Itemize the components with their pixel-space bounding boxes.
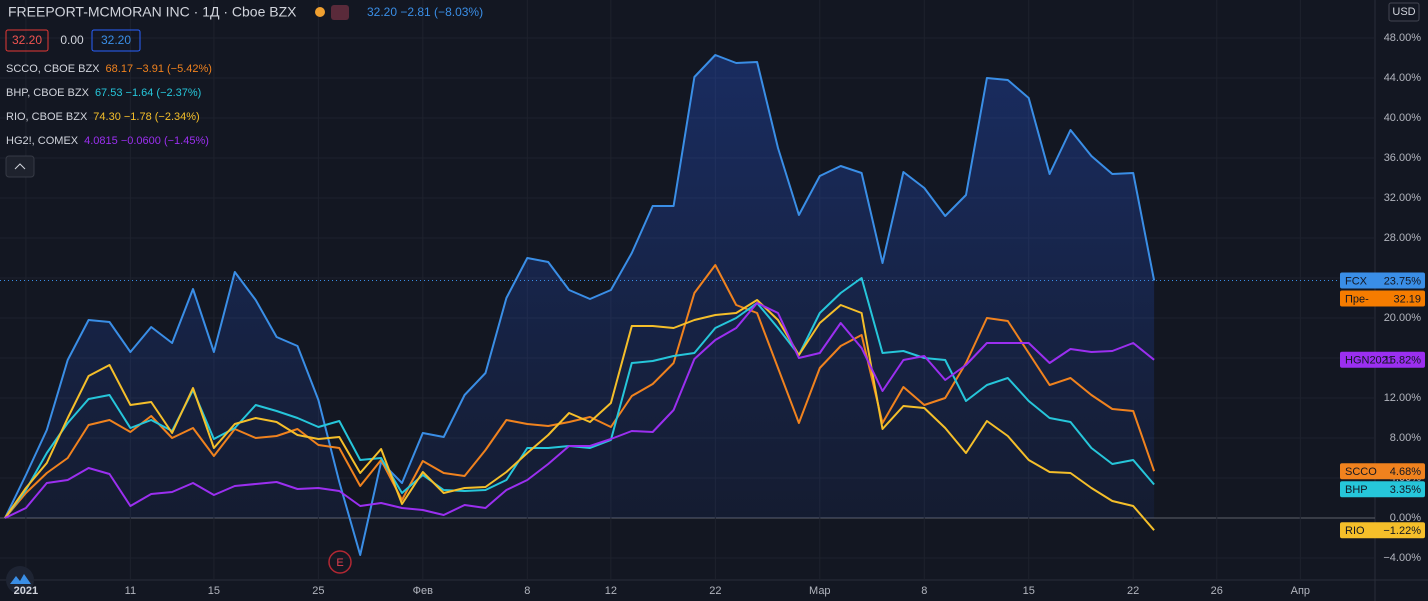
x-tick-label: 15: [208, 585, 220, 597]
y-tick-label: 40.00%: [1384, 112, 1422, 124]
collapse-button[interactable]: [5, 155, 35, 178]
box-text: 32.20: [12, 33, 42, 47]
chevron: [14, 163, 26, 170]
price-tag: [1340, 463, 1425, 480]
x-tick-label: 22: [1127, 585, 1139, 597]
tag-name: SCCO: [1345, 466, 1377, 478]
icon: [315, 7, 325, 17]
x-tick-label: 2021: [14, 585, 38, 597]
box-text: 0.00: [60, 33, 84, 47]
tag-value: −1.22%: [1383, 525, 1421, 537]
x-tick-label: 22: [709, 585, 721, 597]
y-tick-label: 8.00%: [1390, 432, 1421, 444]
price-tag: [1340, 290, 1425, 307]
price-tag: [1340, 272, 1425, 289]
tag-name: BHP: [1345, 484, 1368, 496]
legend-quote: 68.17 −3.91 (−5.42%): [106, 63, 212, 75]
series-line: [4, 299, 1155, 531]
y-tick-label: 36.00%: [1384, 152, 1422, 164]
legend-quote: 74.30 −1.78 (−2.34%): [93, 111, 199, 123]
price-tag: [1340, 481, 1425, 498]
currency: USD: [1392, 6, 1415, 18]
y-tick-label: −4.00%: [1383, 552, 1421, 564]
icon: [331, 5, 349, 20]
y-tick-label: 44.00%: [1384, 72, 1422, 84]
x-tick-label: Апр: [1291, 585, 1310, 597]
x-tick-label: 15: [1023, 585, 1035, 597]
x-tick-label: Фев: [413, 585, 433, 597]
y-tick-label: 20.00%: [1384, 312, 1422, 324]
x-tick-label: Мар: [809, 585, 831, 597]
tag-value: 32.19: [1393, 293, 1421, 305]
box-text: 32.20: [101, 33, 131, 47]
plot: [0, 54, 1375, 556]
y-tick-label: 28.00%: [1384, 232, 1422, 244]
box: [5, 29, 49, 52]
tag-name: HGN2021: [1345, 355, 1394, 367]
x-tick-label: 26: [1211, 585, 1223, 597]
legend-name: SCCO, CBOE BZX: [6, 63, 100, 75]
box: [91, 29, 141, 52]
y-tick-label: 32.00%: [1384, 192, 1422, 204]
legend-quote: 4.0815 −0.0600 (−1.45%): [84, 135, 209, 147]
tag-name: RIO: [1345, 525, 1365, 537]
tag-value: 15.82%: [1384, 355, 1422, 367]
legend-quote: 67.53 −1.64 (−2.37%): [95, 87, 201, 99]
series-line: [4, 54, 1156, 556]
x-tick-label: 8: [921, 585, 927, 597]
event-label: E: [336, 557, 343, 569]
tag-value: 4.68%: [1390, 466, 1421, 478]
legend-name: RIO, CBOE BZX: [6, 111, 88, 123]
price-tag: [1340, 522, 1425, 539]
price-tag: [1340, 351, 1425, 368]
tag-name: FCX: [1345, 275, 1368, 287]
x-tick-label: 12: [605, 585, 617, 597]
overlay: FREEPORT-MCMORAN INC · 1Д · Cboe BZX 32.…: [5, 2, 1425, 597]
quote: 32.20 −2.81 (−8.03%): [367, 5, 483, 19]
chart-title: FREEPORT-MCMORAN INC · 1Д · Cboe BZX: [8, 4, 297, 20]
series-line: [4, 264, 1156, 519]
tag-value: 3.35%: [1390, 484, 1421, 496]
tag-value: 23.75%: [1384, 275, 1422, 287]
logo: [6, 566, 34, 594]
y-tick-label: 0.00%: [1390, 512, 1421, 524]
tag-name: Пре-: [1345, 293, 1369, 305]
legend-name: BHP, CBOE BZX: [6, 87, 90, 99]
y-tick-label: 12.00%: [1384, 392, 1422, 404]
y-tick-label: 48.00%: [1384, 32, 1422, 44]
legend-name: HG2!, COMEX: [6, 135, 79, 147]
event-marker[interactable]: [328, 550, 352, 574]
logo-mark: [10, 574, 31, 584]
x-tick-label: 8: [524, 585, 530, 597]
x-tick-label: 25: [312, 585, 324, 597]
series-line: [4, 302, 1155, 519]
x-tick-label: 11: [125, 585, 136, 597]
currency-box: [1388, 2, 1420, 22]
